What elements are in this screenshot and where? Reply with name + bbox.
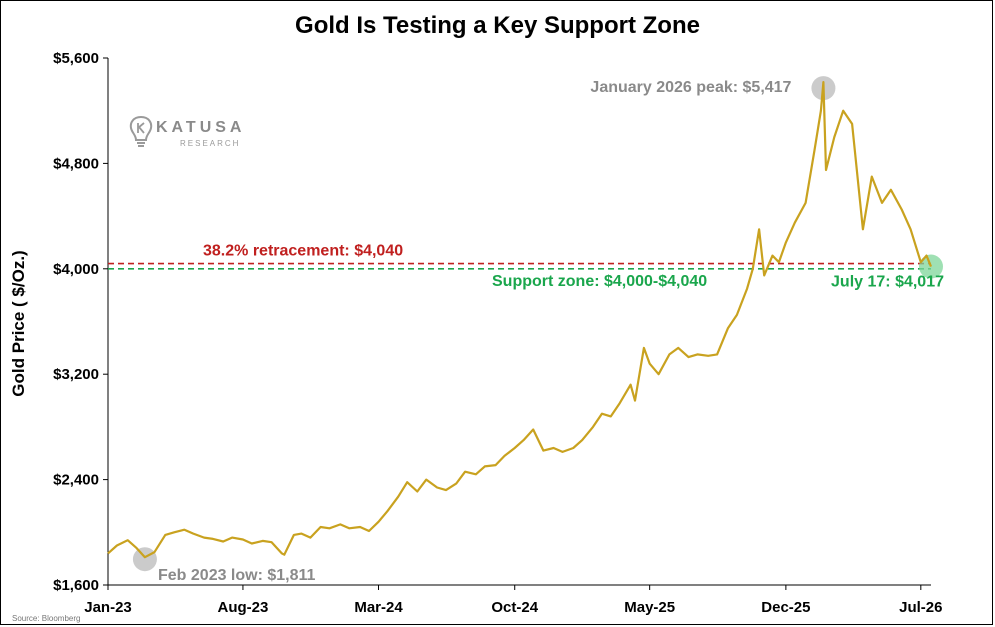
x-tick-label: Oct-24 bbox=[491, 599, 538, 616]
source-note: Source: Bloomberg bbox=[12, 614, 81, 623]
peak-label: January 2026 peak: $5,417 bbox=[590, 79, 791, 96]
y-tick-label: $1,600 bbox=[53, 577, 99, 594]
x-tick-label: Mar-24 bbox=[354, 599, 403, 616]
logo-name: KATUSA bbox=[156, 119, 246, 136]
low-marker bbox=[132, 547, 157, 572]
retracement-label: 38.2% retracement: $4,040 bbox=[203, 243, 403, 260]
y-tick-label: $5,600 bbox=[53, 50, 99, 67]
x-axis-ticks: Jan-23 Aug-23 Mar-24 Oct-24 May-25 Dec-25 Jul-… bbox=[84, 585, 942, 616]
low-label: Feb 2023 low: $1,811 bbox=[158, 567, 316, 584]
x-tick-label: Jul-26 bbox=[899, 599, 942, 616]
y-tick-label: $2,400 bbox=[53, 472, 99, 489]
current-price-label: July 17: $4,017 bbox=[831, 274, 944, 291]
axes bbox=[107, 58, 931, 586]
chart-title: Gold Is Testing a Key Support Zone bbox=[295, 12, 700, 39]
y-tick-label: $4,800 bbox=[53, 155, 99, 172]
x-tick-label: Aug-23 bbox=[218, 599, 269, 616]
y-axis-ticks: $1,600 $2,400 $3,200 $4,000 $4,800 $5,600 bbox=[53, 50, 108, 594]
x-tick-label: Jan-23 bbox=[84, 599, 132, 616]
y-tick-label: $3,200 bbox=[53, 366, 99, 383]
gold-price-series-line bbox=[107, 80, 933, 559]
lightbulb-icon bbox=[129, 115, 153, 147]
y-tick-label: $4,000 bbox=[53, 261, 99, 278]
support-zone-label: Support zone: $4,000-$4,040 bbox=[492, 273, 707, 290]
katusa-logo: KATUSA RESEARCH bbox=[128, 115, 268, 155]
x-tick-label: May-25 bbox=[624, 599, 675, 616]
x-tick-label: Dec-25 bbox=[761, 599, 810, 616]
logo-subtitle: RESEARCH bbox=[180, 139, 241, 148]
y-axis-label: Gold Price ( $/Oz.) bbox=[9, 250, 28, 396]
